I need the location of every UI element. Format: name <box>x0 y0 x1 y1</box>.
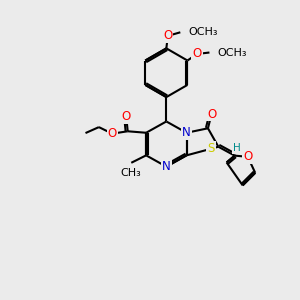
Text: N: N <box>162 160 171 173</box>
Text: N: N <box>182 126 191 139</box>
Text: O: O <box>192 47 202 61</box>
Text: OCH₃: OCH₃ <box>218 47 247 58</box>
Text: S: S <box>207 142 214 155</box>
Text: O: O <box>122 110 131 123</box>
Text: OCH₃: OCH₃ <box>189 27 218 37</box>
Text: O: O <box>163 29 172 42</box>
Text: H: H <box>233 143 241 153</box>
Text: CH₃: CH₃ <box>120 168 141 178</box>
Text: OCH₃: OCH₃ <box>190 27 219 37</box>
Text: O: O <box>207 107 216 121</box>
Text: O: O <box>243 150 252 163</box>
Text: OCH₃: OCH₃ <box>219 47 248 58</box>
Text: O: O <box>108 127 117 140</box>
